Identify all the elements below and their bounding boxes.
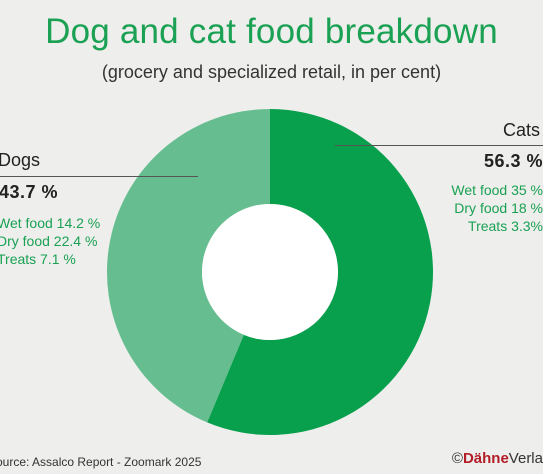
dogs-share-label: 43.7 % bbox=[0, 182, 59, 202]
cats-breakdown-wet: Wet food 35 % bbox=[451, 182, 543, 198]
cats-breakdown-dry: Dry food 18 % bbox=[454, 200, 543, 216]
cats-breakdown: Wet food 35 % Dry food 18 % Treats 3.3% bbox=[451, 181, 543, 235]
publisher-name: Dähne bbox=[462, 450, 509, 467]
donut-hole bbox=[202, 204, 338, 340]
copyright-symbol: © bbox=[451, 450, 463, 467]
dogs-series-label: Dogs bbox=[0, 150, 41, 170]
cats-leader-line bbox=[335, 145, 543, 146]
dogs-breakdown-treats: Treats 7.1 % bbox=[0, 251, 76, 267]
cats-series-label: Cats bbox=[502, 120, 540, 140]
donut-slice-dogs bbox=[107, 109, 271, 423]
chart-subtitle: (grocery and specialized retail, in per … bbox=[101, 62, 442, 82]
cats-breakdown-treats: Treats 3.3% bbox=[468, 218, 543, 234]
dogs-breakdown: Wet food 14.2 % Dry food 22.4 % Treats 7… bbox=[0, 214, 100, 268]
publisher-suffix: Verla bbox=[508, 450, 543, 467]
dogs-leader-line bbox=[0, 176, 198, 177]
dogs-breakdown-wet: Wet food 14.2 % bbox=[0, 215, 101, 231]
publisher-logo: ©DähneVerla bbox=[452, 450, 543, 467]
chart-title: Dog and cat food breakdown bbox=[45, 12, 498, 51]
source-note: ource: Assalco Report - Zoomark 2025 bbox=[0, 455, 202, 469]
dogs-breakdown-dry: Dry food 22.4 % bbox=[0, 233, 98, 249]
donut-slice-cats bbox=[207, 109, 434, 435]
cats-share-label: 56.3 % bbox=[483, 151, 543, 171]
